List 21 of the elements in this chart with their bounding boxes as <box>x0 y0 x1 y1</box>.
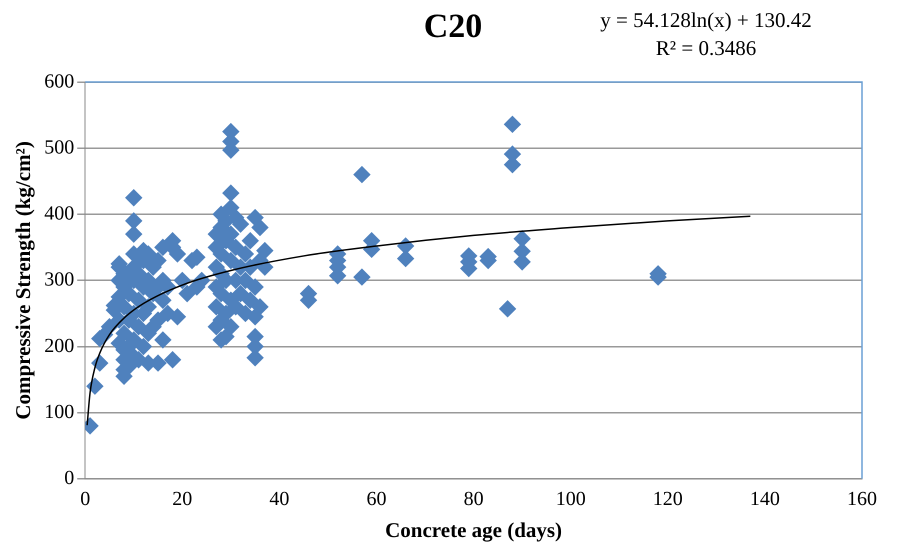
y-tick-label: 500 <box>44 136 74 158</box>
x-tick-label: 160 <box>847 488 877 510</box>
x-tick-label: 140 <box>750 488 780 510</box>
text: y = 54.128ln(x) + 130.42 <box>599 8 813 33</box>
x-axis-title: Concrete age (days) <box>385 518 562 542</box>
y-tick-label: 200 <box>44 334 74 357</box>
y-tick-label: 300 <box>44 268 74 291</box>
y-tick-label: 600 <box>44 70 74 92</box>
chart-title: C20 <box>424 8 482 45</box>
x-tick-label: 40 <box>269 488 290 510</box>
y-tick-label: 100 <box>44 400 74 423</box>
x-tick-label: 0 <box>80 488 90 510</box>
x-tick-label: 120 <box>652 488 683 510</box>
y-tick-label: 0 <box>64 467 74 490</box>
x-tick-label: 80 <box>464 488 484 510</box>
y-tick-label: 400 <box>44 202 74 225</box>
x-tick-label: 20 <box>172 488 192 510</box>
text: R² = 0.3486 <box>654 36 758 61</box>
y-axis-title: Compressive Strength (kg/cm²) <box>11 141 36 420</box>
x-tick-label: 100 <box>556 488 586 510</box>
x-tick-label: 60 <box>366 488 386 510</box>
